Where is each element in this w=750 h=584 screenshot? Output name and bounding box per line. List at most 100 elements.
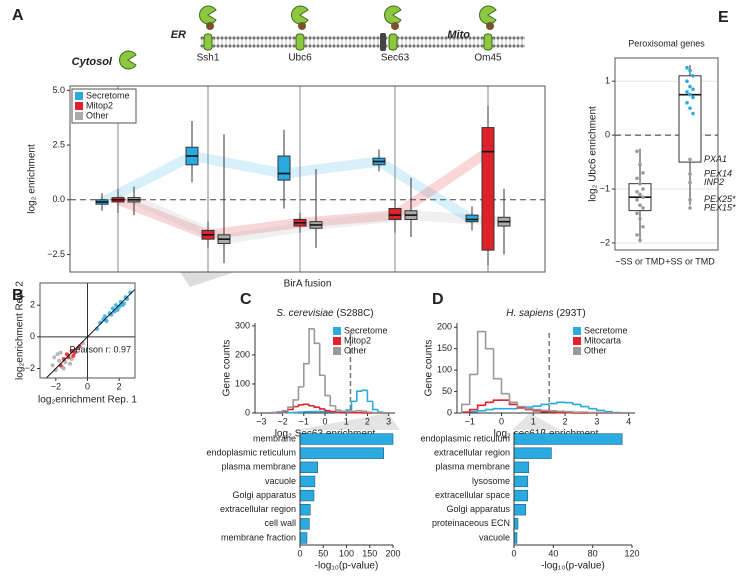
category-label: Om45 [474, 53, 502, 64]
annotation: Pearson r: 0.97 [69, 344, 131, 354]
legend-swatch [333, 327, 341, 335]
y-tick-label: 5.0 [52, 85, 65, 95]
enzyme-icon [119, 50, 137, 70]
category-label: cell wall [264, 518, 296, 528]
title-species: S. cerevisiae [276, 308, 334, 319]
x-tick-label: +SS or TMD [665, 256, 715, 266]
title-species: H. sapiens [506, 308, 553, 319]
y-axis-label: Gene counts [424, 340, 435, 397]
histogram-step [356, 409, 363, 412]
bar [299, 532, 308, 544]
bar [299, 518, 310, 530]
panel-label: D [432, 291, 444, 308]
point [641, 225, 645, 229]
annotation: ER [171, 29, 186, 41]
histogram-step [492, 407, 502, 410]
x-tick-label: 3 [386, 416, 391, 426]
y-tick-label: 150 [437, 343, 452, 353]
histogram-step [297, 404, 304, 407]
histogram-step [308, 404, 315, 407]
category-label: vacuole [265, 476, 296, 486]
category-label: Sec63 [381, 53, 410, 64]
sec-complex [380, 33, 386, 51]
point [114, 303, 118, 308]
legend-label: Mitop2 [344, 335, 371, 345]
legend-swatch [573, 337, 581, 345]
y-tick-label: 0 [30, 331, 35, 341]
x-tick-label: 0 [499, 416, 504, 426]
histogram-step [460, 403, 470, 413]
point [110, 306, 115, 311]
category-label: Cytosol [72, 56, 113, 68]
point [61, 366, 66, 371]
point [68, 361, 73, 366]
point-label: PEX25* [704, 194, 736, 204]
point [57, 358, 61, 363]
legend-label: Secretome [86, 90, 130, 100]
y-tick-label: 2 [30, 300, 35, 310]
x-axis-label: -log₁₀(p-value) [541, 561, 605, 572]
point [635, 149, 639, 154]
x-tick-label: −SS or TMD [615, 256, 665, 266]
point [691, 111, 695, 116]
cargo [298, 22, 306, 30]
panel-label: B [12, 287, 24, 304]
box [388, 208, 402, 220]
histogram-step [596, 408, 605, 412]
point [635, 176, 639, 181]
y-axis-label: log₂enrichment Rep. 2 [15, 281, 26, 380]
bar [513, 447, 552, 459]
point [635, 189, 639, 194]
histogram-step [556, 401, 566, 404]
x-tick-label: 200 [385, 548, 400, 558]
panel-label: C [240, 291, 252, 308]
point [688, 68, 692, 73]
legend-swatch [75, 112, 83, 120]
point [688, 157, 692, 162]
histogram-step [276, 411, 283, 413]
point [688, 84, 692, 89]
point [72, 350, 77, 355]
point [635, 211, 639, 216]
point [685, 100, 689, 105]
y-axis-label: Gene counts [222, 340, 233, 397]
histogram-step [500, 378, 510, 395]
box [465, 214, 479, 223]
point [638, 162, 642, 167]
histogram-step [532, 408, 542, 411]
x-tick-label: 2 [563, 416, 568, 426]
anchor [388, 33, 398, 51]
histogram-step [297, 386, 304, 400]
x-tick-label: −2 [51, 381, 61, 391]
point [691, 87, 695, 92]
point [691, 95, 695, 100]
chart-title: H. sapiens (293T) [506, 308, 585, 319]
anchor [483, 33, 493, 51]
point [64, 352, 69, 357]
point [102, 314, 107, 319]
point [688, 92, 692, 97]
point [50, 363, 55, 368]
point [121, 301, 126, 306]
legend-label: Secretome [344, 325, 388, 335]
x-tick-label: 1 [344, 416, 349, 426]
enzyme-icon [291, 5, 309, 25]
x-tick-label: −3 [256, 416, 266, 426]
box [481, 127, 495, 251]
histogram-step [366, 390, 373, 403]
cargo [486, 22, 494, 30]
x-tick-label: 2 [117, 381, 122, 391]
legend-swatch [573, 347, 581, 355]
histogram-step [540, 409, 550, 412]
enzyme-icon [384, 5, 402, 25]
y-axis-label: log₂ enrichment [27, 144, 38, 214]
histogram-step [371, 411, 379, 414]
legend-swatch [573, 327, 581, 335]
panel-label: E [718, 9, 729, 26]
category-label: vacuole [479, 532, 510, 542]
histogram-step [548, 402, 558, 405]
y-tick-label: 0 [245, 407, 250, 417]
x-tick-label: 2 [365, 416, 370, 426]
y-tick-label: 0.0 [52, 194, 65, 204]
x-tick-label: −1 [465, 416, 475, 426]
